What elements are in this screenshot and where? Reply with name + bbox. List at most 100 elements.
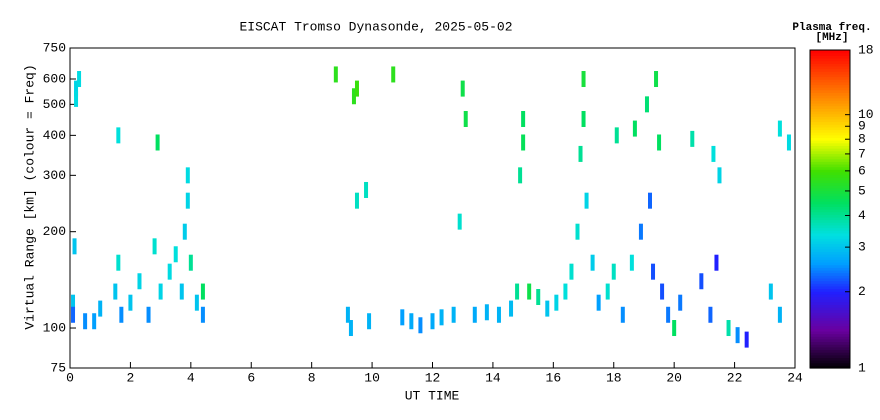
colorbar-cell xyxy=(810,150,850,154)
colorbar-cell xyxy=(810,248,850,252)
echo-point xyxy=(638,223,643,240)
echo-point xyxy=(137,273,142,290)
colorbar-cell xyxy=(810,362,850,366)
x-tick-label: 16 xyxy=(546,370,562,385)
echo-point xyxy=(620,306,625,323)
echo-point xyxy=(714,254,719,271)
echo-point xyxy=(92,313,97,330)
echo-point xyxy=(158,283,163,300)
colorbar-frame xyxy=(809,49,851,369)
colorbar-cell xyxy=(810,134,850,139)
echo-point xyxy=(605,283,610,300)
echo-point xyxy=(460,80,465,97)
echo-point xyxy=(74,80,79,97)
colorbar-cell xyxy=(810,163,850,168)
colorbar-cell xyxy=(810,209,850,213)
colorbar-cell xyxy=(810,97,850,101)
colorbar-cell xyxy=(810,87,850,91)
echo-point xyxy=(98,300,103,317)
colorbar-cell xyxy=(810,267,850,271)
y-tick-label: 400 xyxy=(43,128,66,143)
y-tick-label: 300 xyxy=(43,168,66,183)
x-axis-label: UT TIME xyxy=(405,388,460,403)
colorbar-cell xyxy=(810,341,850,345)
echo-point xyxy=(345,306,350,323)
echo-point xyxy=(678,294,683,311)
echo-point xyxy=(185,192,190,209)
echo-point xyxy=(596,294,601,311)
colorbar-cell xyxy=(810,121,850,125)
colorbar-cell xyxy=(810,333,850,337)
echo-point xyxy=(351,88,356,105)
echo-point xyxy=(119,306,124,323)
colorbar-cell xyxy=(810,174,850,178)
colorbar-cell xyxy=(810,145,850,149)
colorbar-cell xyxy=(810,50,850,54)
echo-point xyxy=(518,167,523,184)
colorbar-cell xyxy=(810,187,850,192)
colorbar-cell xyxy=(810,256,850,260)
colorbar-cell xyxy=(810,238,850,242)
echo-point xyxy=(509,300,514,317)
colorbar-cell xyxy=(810,307,850,311)
colorbar-cell xyxy=(810,283,850,287)
echo-point xyxy=(348,320,353,337)
echo-point xyxy=(113,283,118,300)
colorbar-cell xyxy=(810,219,850,223)
colorbar-cell xyxy=(810,277,850,282)
colorbar-cell xyxy=(810,301,850,305)
colorbar-cell xyxy=(810,156,850,160)
echo-point xyxy=(364,181,369,198)
echo-point xyxy=(194,294,199,311)
colorbar-cell xyxy=(810,206,850,210)
colorbar-cell xyxy=(810,57,850,62)
colorbar-cell xyxy=(810,193,850,197)
echo-point xyxy=(575,223,580,240)
echo-point xyxy=(71,306,76,323)
echo-point xyxy=(527,283,532,300)
x-tick-label: 24 xyxy=(787,370,803,385)
echo-point xyxy=(155,134,160,151)
chart-title: EISCAT Tromso Dynasonde, 2025-05-02 xyxy=(239,19,512,34)
colorbar-cell xyxy=(810,103,850,107)
colorbar-cell xyxy=(810,153,850,157)
colorbar-cell xyxy=(810,346,850,351)
colorbar-cell xyxy=(810,322,850,327)
colorbar-cell xyxy=(810,338,850,343)
y-tick-label: 600 xyxy=(43,71,66,86)
colorbar-cell xyxy=(810,158,850,162)
echo-point xyxy=(167,263,172,280)
colorbar-cell xyxy=(810,182,850,186)
colorbar-cell xyxy=(810,161,850,165)
colorbar-cell xyxy=(810,63,850,67)
colorbar-cell xyxy=(810,309,850,313)
colorbar-cell xyxy=(810,240,850,245)
echo-point xyxy=(496,306,501,323)
echo-point xyxy=(72,238,77,255)
colorbar-cell xyxy=(810,76,850,80)
echo-point xyxy=(699,273,704,290)
echo-point xyxy=(173,246,178,263)
colorbar-unit: [MHz] xyxy=(815,32,848,44)
colorbar-tick-label: 4 xyxy=(858,208,866,223)
colorbar-tick-label: 18 xyxy=(858,42,874,57)
echo-point xyxy=(128,294,133,311)
echo-point xyxy=(521,134,526,151)
colorbar-cell xyxy=(810,328,850,332)
colorbar-cell xyxy=(810,198,850,202)
colorbar-cell xyxy=(810,126,850,131)
colorbar-cell xyxy=(810,81,850,86)
echo-point xyxy=(735,327,740,344)
colorbar-cell xyxy=(810,110,850,115)
colorbar-cell xyxy=(810,320,850,324)
colorbar-cell xyxy=(810,360,850,364)
colorbar-tick-label: 2 xyxy=(858,284,866,299)
y-tick-label: 200 xyxy=(43,224,66,239)
colorbar-cell xyxy=(810,288,850,292)
echo-point xyxy=(333,66,338,83)
colorbar-cell xyxy=(810,137,850,141)
colorbar-cell xyxy=(810,177,850,181)
echo-point xyxy=(400,309,405,326)
echo-point xyxy=(777,120,782,137)
y-tick-label: 750 xyxy=(43,40,66,55)
